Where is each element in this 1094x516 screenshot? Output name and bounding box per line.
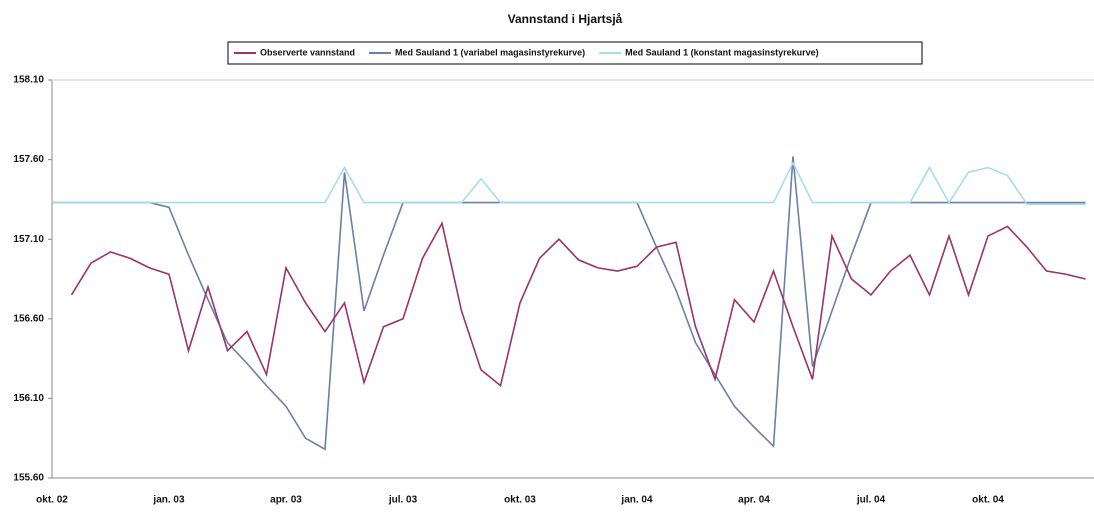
legend-label: Observerte vannstand xyxy=(260,47,355,57)
x-tick-label: apr. 04 xyxy=(738,495,770,506)
x-tick-label: jan. 03 xyxy=(152,495,185,506)
x-tick-label: okt. 04 xyxy=(972,495,1004,506)
x-tick-label: apr. 03 xyxy=(270,495,302,506)
data-line xyxy=(52,160,1086,205)
x-tick-label: okt. 03 xyxy=(504,495,536,506)
legend-box xyxy=(227,41,923,65)
x-tick-label: jan. 04 xyxy=(620,495,653,506)
y-tick-label: 156.60 xyxy=(13,313,44,324)
y-tick-label: 156.10 xyxy=(13,393,44,404)
y-tick-label: 158.10 xyxy=(13,75,44,86)
data-line xyxy=(70,221,1086,388)
chart-title: Vannstand i Hjartsjå xyxy=(508,12,623,26)
y-tick-label: 155.60 xyxy=(13,473,44,484)
legend-label: Med Sauland 1 (konstant magasinstyrekurv… xyxy=(625,47,819,57)
x-tick-label: jul. 03 xyxy=(388,495,418,506)
data-line xyxy=(52,156,1086,451)
legend-label: Med Sauland 1 (variabel magasinstyrekurv… xyxy=(395,47,585,57)
y-tick-label: 157.60 xyxy=(13,154,44,165)
y-tick-label: 157.10 xyxy=(13,234,44,245)
x-tick-label: okt. 02 xyxy=(36,495,68,506)
x-tick-label: jul. 04 xyxy=(856,495,886,506)
